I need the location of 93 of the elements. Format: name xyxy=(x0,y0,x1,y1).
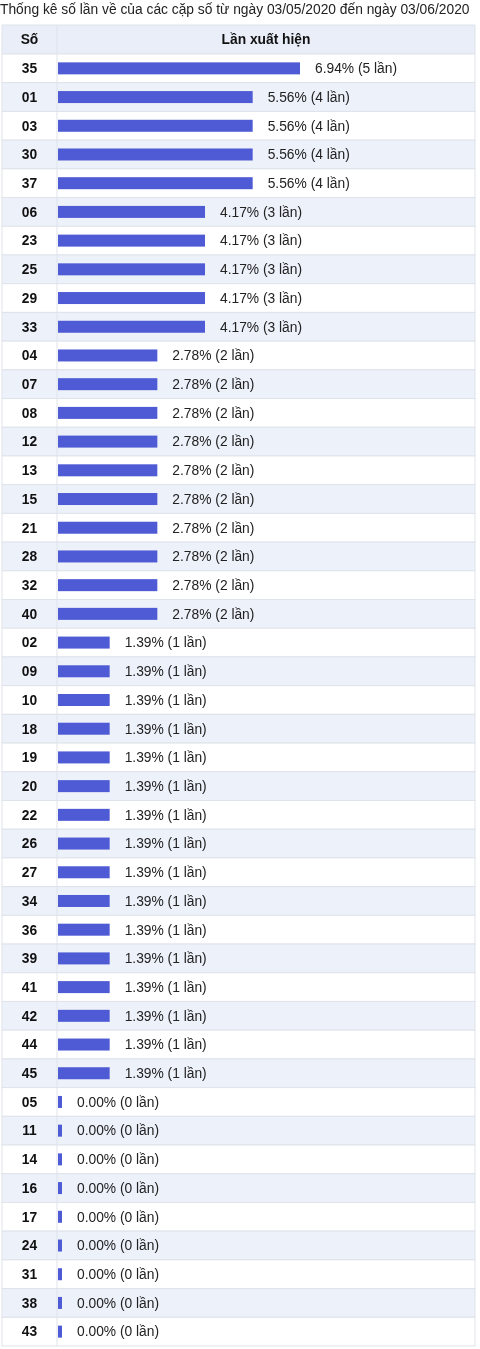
y-tick-label: 21 xyxy=(21,520,38,536)
y-tick-label: 15 xyxy=(21,491,38,507)
data-label: 4.17% (3 lần) xyxy=(220,319,303,335)
y-tick-label: 34 xyxy=(21,893,38,909)
data-label: 5.56% (4 lần) xyxy=(267,89,350,105)
y-tick-label: 33 xyxy=(21,319,38,335)
y-tick-label: 11 xyxy=(22,1123,38,1139)
y-tick-label: 07 xyxy=(21,377,38,393)
y-tick-label: 31 xyxy=(21,1267,38,1283)
data-label: 5.56% (4 lần) xyxy=(267,176,350,192)
data-label: 2.78% (2 lần) xyxy=(172,606,255,622)
data-label: 2.78% (2 lần) xyxy=(172,520,255,536)
data-label: 1.39% (1 lần) xyxy=(124,893,207,909)
data-label: 0.00% (0 lần) xyxy=(77,1267,160,1283)
y-tick-label: 18 xyxy=(21,721,38,737)
data-label: 0.00% (0 lần) xyxy=(77,1094,160,1110)
y-tick-label: 14 xyxy=(21,1152,38,1168)
data-label: 5.56% (4 lần) xyxy=(267,118,350,134)
data-label: 0.00% (0 lần) xyxy=(77,1123,160,1139)
data-label: 1.39% (1 lần) xyxy=(124,922,207,938)
data-label: 4.17% (3 lần) xyxy=(220,290,303,306)
data-label: 4.17% (3 lần) xyxy=(220,204,303,220)
y-tick-label: 35 xyxy=(21,61,38,77)
data-label: 1.39% (1 lần) xyxy=(124,721,207,737)
y-tick-label: 08 xyxy=(21,405,38,421)
data-label: 0.00% (0 lần) xyxy=(77,1238,160,1254)
data-label: 2.78% (2 lần) xyxy=(172,463,255,479)
data-label: 1.39% (1 lần) xyxy=(124,664,207,680)
y-tick-label: 22 xyxy=(21,807,38,823)
y-tick-label: 01 xyxy=(21,89,38,105)
y-tick-label: 30 xyxy=(21,147,38,163)
y-tick-label: 17 xyxy=(21,1209,38,1225)
x-axis-title: Lần xuất hiện xyxy=(221,32,311,48)
y-tick-label: 26 xyxy=(21,836,38,852)
data-label: 0.00% (0 lần) xyxy=(77,1152,160,1168)
y-tick-label: 02 xyxy=(21,635,38,651)
y-tick-label: 44 xyxy=(21,1037,38,1053)
data-label: 4.17% (3 lần) xyxy=(220,233,303,249)
y-tick-label: 24 xyxy=(21,1238,38,1254)
y-tick-label: 29 xyxy=(21,290,38,306)
y-tick-label: 28 xyxy=(21,549,38,565)
data-label: 1.39% (1 lần) xyxy=(124,1066,207,1082)
data-label: 2.78% (2 lần) xyxy=(172,549,255,565)
data-label: 1.39% (1 lần) xyxy=(124,1037,207,1053)
y-tick-label: 36 xyxy=(21,922,38,938)
y-tick-label: 25 xyxy=(21,262,38,278)
data-label: 2.78% (2 lần) xyxy=(172,348,255,364)
y-tick-label: 04 xyxy=(21,348,38,364)
y-tick-label: 27 xyxy=(21,865,38,881)
y-tick-label: 23 xyxy=(21,233,38,249)
data-label: 1.39% (1 lần) xyxy=(124,750,207,766)
y-tick-label: 16 xyxy=(21,1180,38,1196)
data-label: 2.78% (2 lần) xyxy=(172,491,255,507)
y-tick-label: 06 xyxy=(21,204,38,220)
y-tick-label: 12 xyxy=(21,434,38,450)
data-label: 0.00% (0 lần) xyxy=(77,1180,160,1196)
y-tick-label: 37 xyxy=(21,176,38,192)
data-label: 6.94% (5 lần) xyxy=(315,61,398,77)
y-tick-label: 13 xyxy=(21,463,38,479)
y-tick-label: 41 xyxy=(21,979,38,995)
y-tick-label: 09 xyxy=(21,664,38,680)
data-label: 1.39% (1 lần) xyxy=(124,951,207,967)
data-label: 5.56% (4 lần) xyxy=(267,147,350,163)
data-label: 2.78% (2 lần) xyxy=(172,434,255,450)
y-axis-title: Số xyxy=(20,32,39,48)
data-label: 1.39% (1 lần) xyxy=(124,807,207,823)
data-label: 2.78% (2 lần) xyxy=(172,377,255,393)
data-label: 2.78% (2 lần) xyxy=(172,405,255,421)
y-tick-label: 39 xyxy=(21,951,38,967)
chart-title: Thống kê số lần về của các cặp số từ ngày 03/05/2020 đến ngày 03/06/2020 xyxy=(0,2,470,17)
data-label: 1.39% (1 lần) xyxy=(124,979,207,995)
y-tick-label: 40 xyxy=(21,606,38,622)
data-label: 0.00% (0 lần) xyxy=(77,1295,160,1311)
data-label: 1.39% (1 lần) xyxy=(124,836,207,852)
y-tick-label: 05 xyxy=(21,1094,38,1110)
y-tick-label: 38 xyxy=(21,1295,38,1311)
data-label: 1.39% (1 lần) xyxy=(124,635,207,651)
y-tick-label: 03 xyxy=(21,118,38,134)
data-label: 0.00% (0 lần) xyxy=(77,1324,160,1340)
y-tick-label: 42 xyxy=(21,1008,38,1024)
data-label: 1.39% (1 lần) xyxy=(124,778,207,794)
data-label: 1.39% (1 lần) xyxy=(124,865,207,881)
y-tick-label: 19 xyxy=(21,750,38,766)
data-label: 4.17% (3 lần) xyxy=(220,262,303,278)
y-tick-label: 45 xyxy=(21,1066,38,1082)
data-label: 1.39% (1 lần) xyxy=(124,1008,207,1024)
y-tick-label: 20 xyxy=(21,778,38,794)
data-label: 0.00% (0 lần) xyxy=(77,1209,160,1225)
data-label: 2.78% (2 lần) xyxy=(172,577,255,593)
y-tick-label: 10 xyxy=(21,692,38,708)
y-tick-label: 43 xyxy=(21,1324,38,1340)
data-label: 1.39% (1 lần) xyxy=(124,692,207,708)
y-tick-label: 32 xyxy=(21,577,38,593)
